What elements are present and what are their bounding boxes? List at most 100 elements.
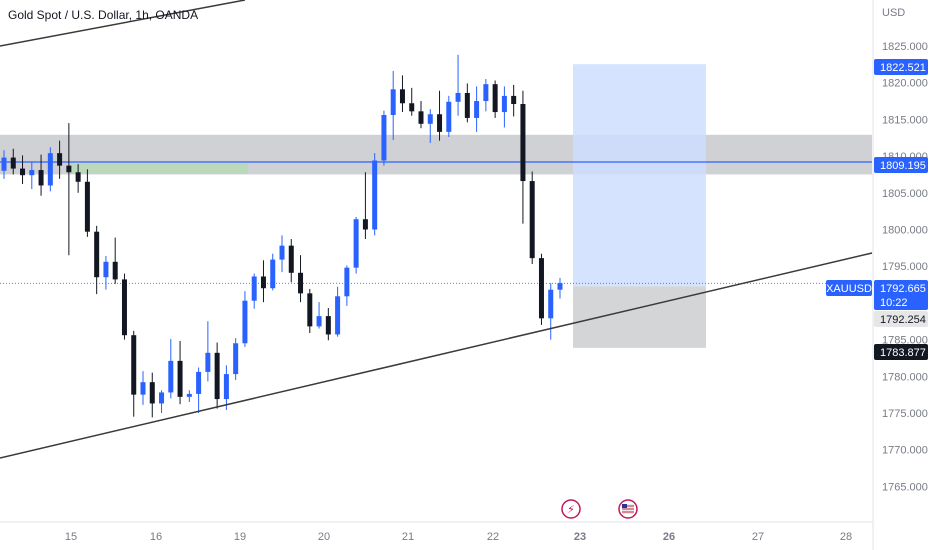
candle-body (1, 157, 7, 171)
candle-body (131, 335, 137, 395)
candle-body (353, 219, 359, 268)
candle-body (381, 114, 387, 161)
flag-canton (622, 504, 627, 508)
candle-body (94, 231, 100, 278)
candle-body (251, 276, 257, 301)
symbol-tag (826, 280, 872, 296)
candle-body (548, 289, 554, 319)
candle-body (501, 95, 507, 113)
candle-body (492, 84, 498, 113)
candle-body (66, 165, 72, 173)
y-tick-label: 1800.000 (882, 225, 928, 237)
price-label-level (874, 157, 928, 173)
position-profit-zone (573, 64, 706, 287)
candle-body (260, 276, 266, 289)
y-tick-label: 1770.000 (882, 445, 928, 457)
y-tick-label: 1820.000 (882, 78, 928, 90)
candle-body (214, 352, 220, 400)
x-tick-label: 19 (234, 531, 246, 543)
candle-body (121, 279, 127, 336)
y-tick-label: 1815.000 (882, 114, 928, 126)
candle-body (29, 170, 35, 176)
x-tick-label: 22 (487, 531, 499, 543)
candle-body (427, 114, 433, 124)
x-tick-label: 26 (663, 531, 675, 543)
price-label-text: 1809.195 (880, 160, 926, 172)
candle-body (344, 267, 350, 297)
price-label-entry (874, 311, 928, 327)
candle-body (399, 89, 405, 104)
x-tick-label: 16 (150, 531, 162, 543)
candle-body (474, 101, 480, 118)
candle-body (307, 293, 313, 327)
y-tick-label: 1825.000 (882, 41, 928, 53)
candle-body (223, 374, 229, 400)
y-tick-label: 1805.000 (882, 188, 928, 200)
position-stop-zone (573, 286, 706, 348)
candle-body (538, 258, 544, 319)
x-tick-label: 15 (65, 531, 77, 543)
candle-body (511, 95, 517, 104)
candle-body (455, 92, 461, 102)
x-tick-label: 20 (318, 531, 330, 543)
candle-body (279, 245, 285, 260)
candle-body (362, 219, 368, 230)
candle-body (418, 111, 424, 124)
candle-body (20, 168, 26, 176)
candle-body (112, 261, 118, 280)
y-tick-label: 1765.000 (882, 481, 928, 493)
y-tick-label: 1775.000 (882, 408, 928, 420)
candle-body (205, 352, 211, 372)
candle-body (557, 283, 563, 290)
price-label-text: 1783.877 (880, 347, 926, 359)
currency-label: USD (882, 7, 906, 19)
price-label-take_profit (874, 59, 928, 75)
x-tick-label: 21 (402, 531, 414, 543)
x-tick-label: 27 (752, 531, 764, 543)
green-zone (70, 163, 248, 174)
chart-title: Gold Spot / U.S. Dollar, 1h, OANDA (8, 8, 199, 22)
x-tick-label: 23 (574, 531, 586, 543)
candle-body (103, 261, 109, 278)
candle-body (483, 84, 489, 102)
candle-body (298, 272, 304, 294)
candle-body (47, 153, 53, 186)
candle-body (409, 103, 415, 112)
candle-body (335, 296, 341, 335)
candle-body (316, 316, 322, 327)
flash-glyph: ⚡ (567, 504, 575, 516)
candle-body (529, 181, 535, 259)
candle-body (84, 181, 90, 232)
candle-body (10, 157, 16, 169)
candle-body (325, 316, 331, 335)
candle-body (75, 172, 81, 182)
price-label-text: 1792.665 (880, 283, 926, 295)
candle-body (159, 392, 165, 404)
upper-trendline (0, 0, 246, 47)
symbol-tag-text: XAUUSD (826, 283, 872, 295)
candle-body (57, 153, 63, 166)
lower-trendline (0, 252, 873, 459)
candle-body (390, 89, 396, 115)
y-tick-label: 1785.000 (882, 335, 928, 347)
price-label-subtext: 10:22 (880, 297, 908, 309)
candle-body (464, 92, 470, 118)
candle-body (288, 245, 294, 273)
candle-body (437, 114, 443, 132)
x-tick-label: 28 (840, 531, 852, 543)
candle-body (177, 360, 183, 397)
candle-body (270, 259, 276, 289)
price-label-current (874, 280, 928, 310)
price-label-text: 1792.254 (880, 314, 926, 326)
candle-body (242, 300, 248, 344)
candle-body (168, 360, 174, 393)
candle-body (38, 170, 44, 186)
candle-body (196, 371, 202, 394)
price-label-text: 1822.521 (880, 62, 926, 74)
price-label-stop (874, 344, 928, 360)
flash-event-icon (561, 499, 581, 519)
candle-body (446, 101, 452, 132)
candle-body (149, 382, 155, 404)
